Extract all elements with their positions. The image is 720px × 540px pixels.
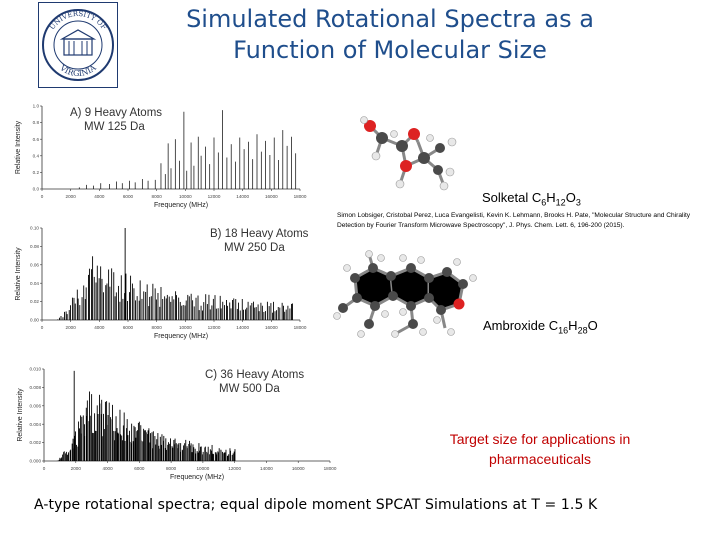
y-tick-label: 0.010 (30, 367, 42, 372)
university-seal-logo: UNIVERSITY OF VIRGINIA (38, 2, 118, 88)
y-tick-label: 0.0 (33, 187, 40, 192)
x-tick-label: 0 (43, 466, 46, 471)
solketal-formula: C6H12O3 (531, 190, 581, 208)
panel-label: B) 18 Heavy Atoms (210, 228, 309, 240)
x-tick-label: 16000 (265, 325, 278, 330)
panel-sublabel: MW 250 Da (224, 242, 285, 254)
x-tick-label: 4000 (94, 194, 105, 199)
x-tick-label: 14000 (236, 325, 249, 330)
x-tick-label: 10000 (179, 325, 192, 330)
x-tick-label: 18000 (294, 325, 307, 330)
x-tick-label: 16000 (265, 194, 278, 199)
y-tick-label: 1.0 (33, 104, 40, 109)
x-axis-label: Frequency (MHz) (154, 333, 208, 340)
x-tick-label: 6000 (123, 194, 134, 199)
footer-note: A-type rotational spectra; equal dipole … (34, 497, 598, 513)
y-tick-label: 0.004 (30, 422, 42, 427)
ambroxide-name: Ambroxide (483, 318, 546, 333)
panel-sublabel: MW 125 Da (84, 121, 145, 133)
y-tick-label: 0.10 (30, 226, 39, 231)
y-tick-label: 0.4 (33, 153, 40, 158)
y-axis-label: Relative Intensity (17, 388, 24, 442)
y-tick-label: 0.8 (33, 120, 40, 125)
formula-part: C (548, 318, 559, 333)
spectrum-panel-a: 0 2000 4000 6000 8000 10000 12000 14000 16000 180… (0, 96, 320, 220)
y-axis-label: Relative Intensity (15, 120, 22, 174)
formula-part: 6 (541, 197, 547, 208)
x-tick-label: 0 (41, 194, 44, 199)
formula-part: H (546, 190, 556, 205)
x-tick-label: 18000 (294, 194, 307, 199)
reference-citation: Simon Lobsiger, Cristobal Perez, Luca Ev… (337, 212, 691, 229)
y-tick-label: 0.02 (30, 299, 39, 304)
title-line-2: Function of Molecular Size (233, 36, 547, 64)
solketal-molecule-image (340, 108, 470, 213)
y-tick-label: 0.6 (33, 137, 40, 142)
y-tick-label: 0.2 (33, 170, 40, 175)
x-tick-label: 12000 (228, 466, 241, 471)
formula-part: O (587, 318, 598, 333)
x-tick-label: 18000 (324, 466, 337, 471)
y-tick-label: 0.000 (30, 459, 42, 464)
formula-part: C (531, 190, 542, 205)
x-tick-label: 4000 (102, 466, 113, 471)
formula-part: 28 (577, 325, 588, 336)
x-tick-label: 8000 (152, 325, 163, 330)
y-tick-label: 0.04 (30, 281, 39, 286)
spectrum-panel-b: 0 2000 4000 6000 8000 10000 12000 14000 16000 180… (0, 222, 320, 346)
y-tick-label: 0.002 (30, 440, 42, 445)
target-size-note: Target size for applications in pharmace… (449, 431, 631, 467)
ambroxide-caption: Ambroxide C16H28O (483, 318, 598, 336)
x-tick-label: 8000 (152, 194, 163, 199)
x-tick-label: 14000 (260, 466, 273, 471)
x-tick-label: 2000 (66, 325, 77, 330)
x-tick-label: 6000 (134, 466, 145, 471)
solketal-caption: Solketal C6H12O3 (482, 190, 581, 208)
x-tick-label: 6000 (123, 325, 134, 330)
formula-part: 12 (555, 197, 566, 208)
x-tick-label: 10000 (196, 466, 209, 471)
panel-sublabel: MW 500 Da (219, 383, 280, 395)
x-tick-label: 14000 (236, 194, 249, 199)
x-tick-label: 2000 (71, 466, 82, 471)
x-axis-label: Frequency (MHz) (154, 202, 208, 209)
spectrum-panel-c: 0 2000 4000 6000 8000 10000 12000 14000 16000 180… (0, 353, 340, 489)
panel-label: C) 36 Heavy Atoms (205, 369, 304, 381)
formula-part: 16 (558, 325, 569, 336)
svg-text:VIRGINIA: VIRGINIA (57, 63, 97, 79)
formula-part: O (565, 190, 576, 205)
ambroxide-formula: C16H28O (548, 318, 598, 336)
formula-part: 3 (575, 197, 581, 208)
x-axis-label: Frequency (MHz) (170, 474, 224, 481)
x-tick-label: 12000 (208, 194, 221, 199)
x-tick-label: 10000 (179, 194, 192, 199)
x-tick-label: 12000 (208, 325, 221, 330)
x-tick-label: 4000 (94, 325, 105, 330)
solketal-name: Solketal (482, 190, 529, 205)
title-line-1: Simulated Rotational Spectra as a (186, 5, 594, 33)
x-tick-label: 8000 (166, 466, 177, 471)
x-tick-label: 16000 (292, 466, 305, 471)
y-tick-label: 0.006 (30, 403, 42, 408)
ambroxide-molecule-image (333, 250, 483, 365)
slide-title: Simulated Rotational Spectra as a Functi… (150, 4, 630, 66)
seal-text-bottom: VIRGINIA (57, 63, 97, 79)
panel-label: A) 9 Heavy Atoms (70, 107, 162, 119)
y-tick-label: 0.06 (30, 262, 39, 267)
y-tick-label: 0.00 (30, 318, 39, 323)
x-tick-label: 2000 (66, 194, 77, 199)
formula-part: H (568, 318, 578, 333)
y-tick-label: 0.008 (30, 385, 42, 390)
y-axis-label: Relative Intensity (15, 247, 22, 301)
x-tick-label: 0 (41, 325, 44, 330)
y-tick-label: 0.08 (30, 244, 39, 249)
